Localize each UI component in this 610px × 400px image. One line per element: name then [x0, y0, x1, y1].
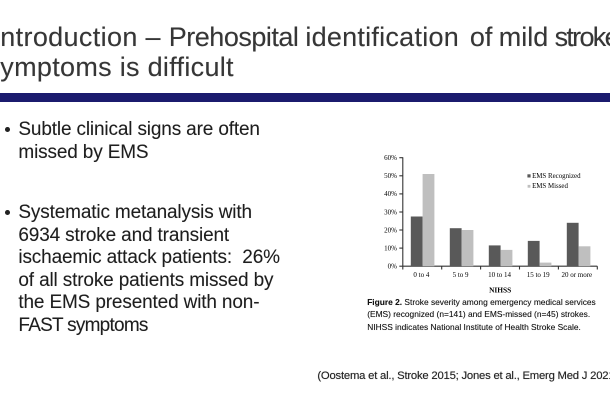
- svg-text:10 to 14: 10 to 14: [488, 271, 511, 279]
- svg-text:EMS Recognized: EMS Recognized: [532, 173, 581, 180]
- svg-text:NIHSS: NIHSS: [489, 286, 511, 295]
- svg-text:15 to 19: 15 to 19: [527, 271, 550, 279]
- svg-text:0 to 4: 0 to 4: [413, 271, 429, 279]
- svg-text:EMS Missed: EMS Missed: [532, 183, 568, 190]
- svg-text:20%: 20%: [384, 226, 397, 234]
- svg-text:0%: 0%: [388, 263, 398, 271]
- svg-text:40%: 40%: [384, 190, 397, 198]
- svg-text:20 or more: 20 or more: [561, 271, 592, 279]
- svg-text:50%: 50%: [384, 172, 397, 180]
- svg-text:30%: 30%: [384, 208, 397, 216]
- svg-text:10%: 10%: [384, 244, 397, 252]
- svg-text:60%: 60%: [384, 154, 397, 162]
- svg-text:5 to 9: 5 to 9: [453, 271, 469, 279]
